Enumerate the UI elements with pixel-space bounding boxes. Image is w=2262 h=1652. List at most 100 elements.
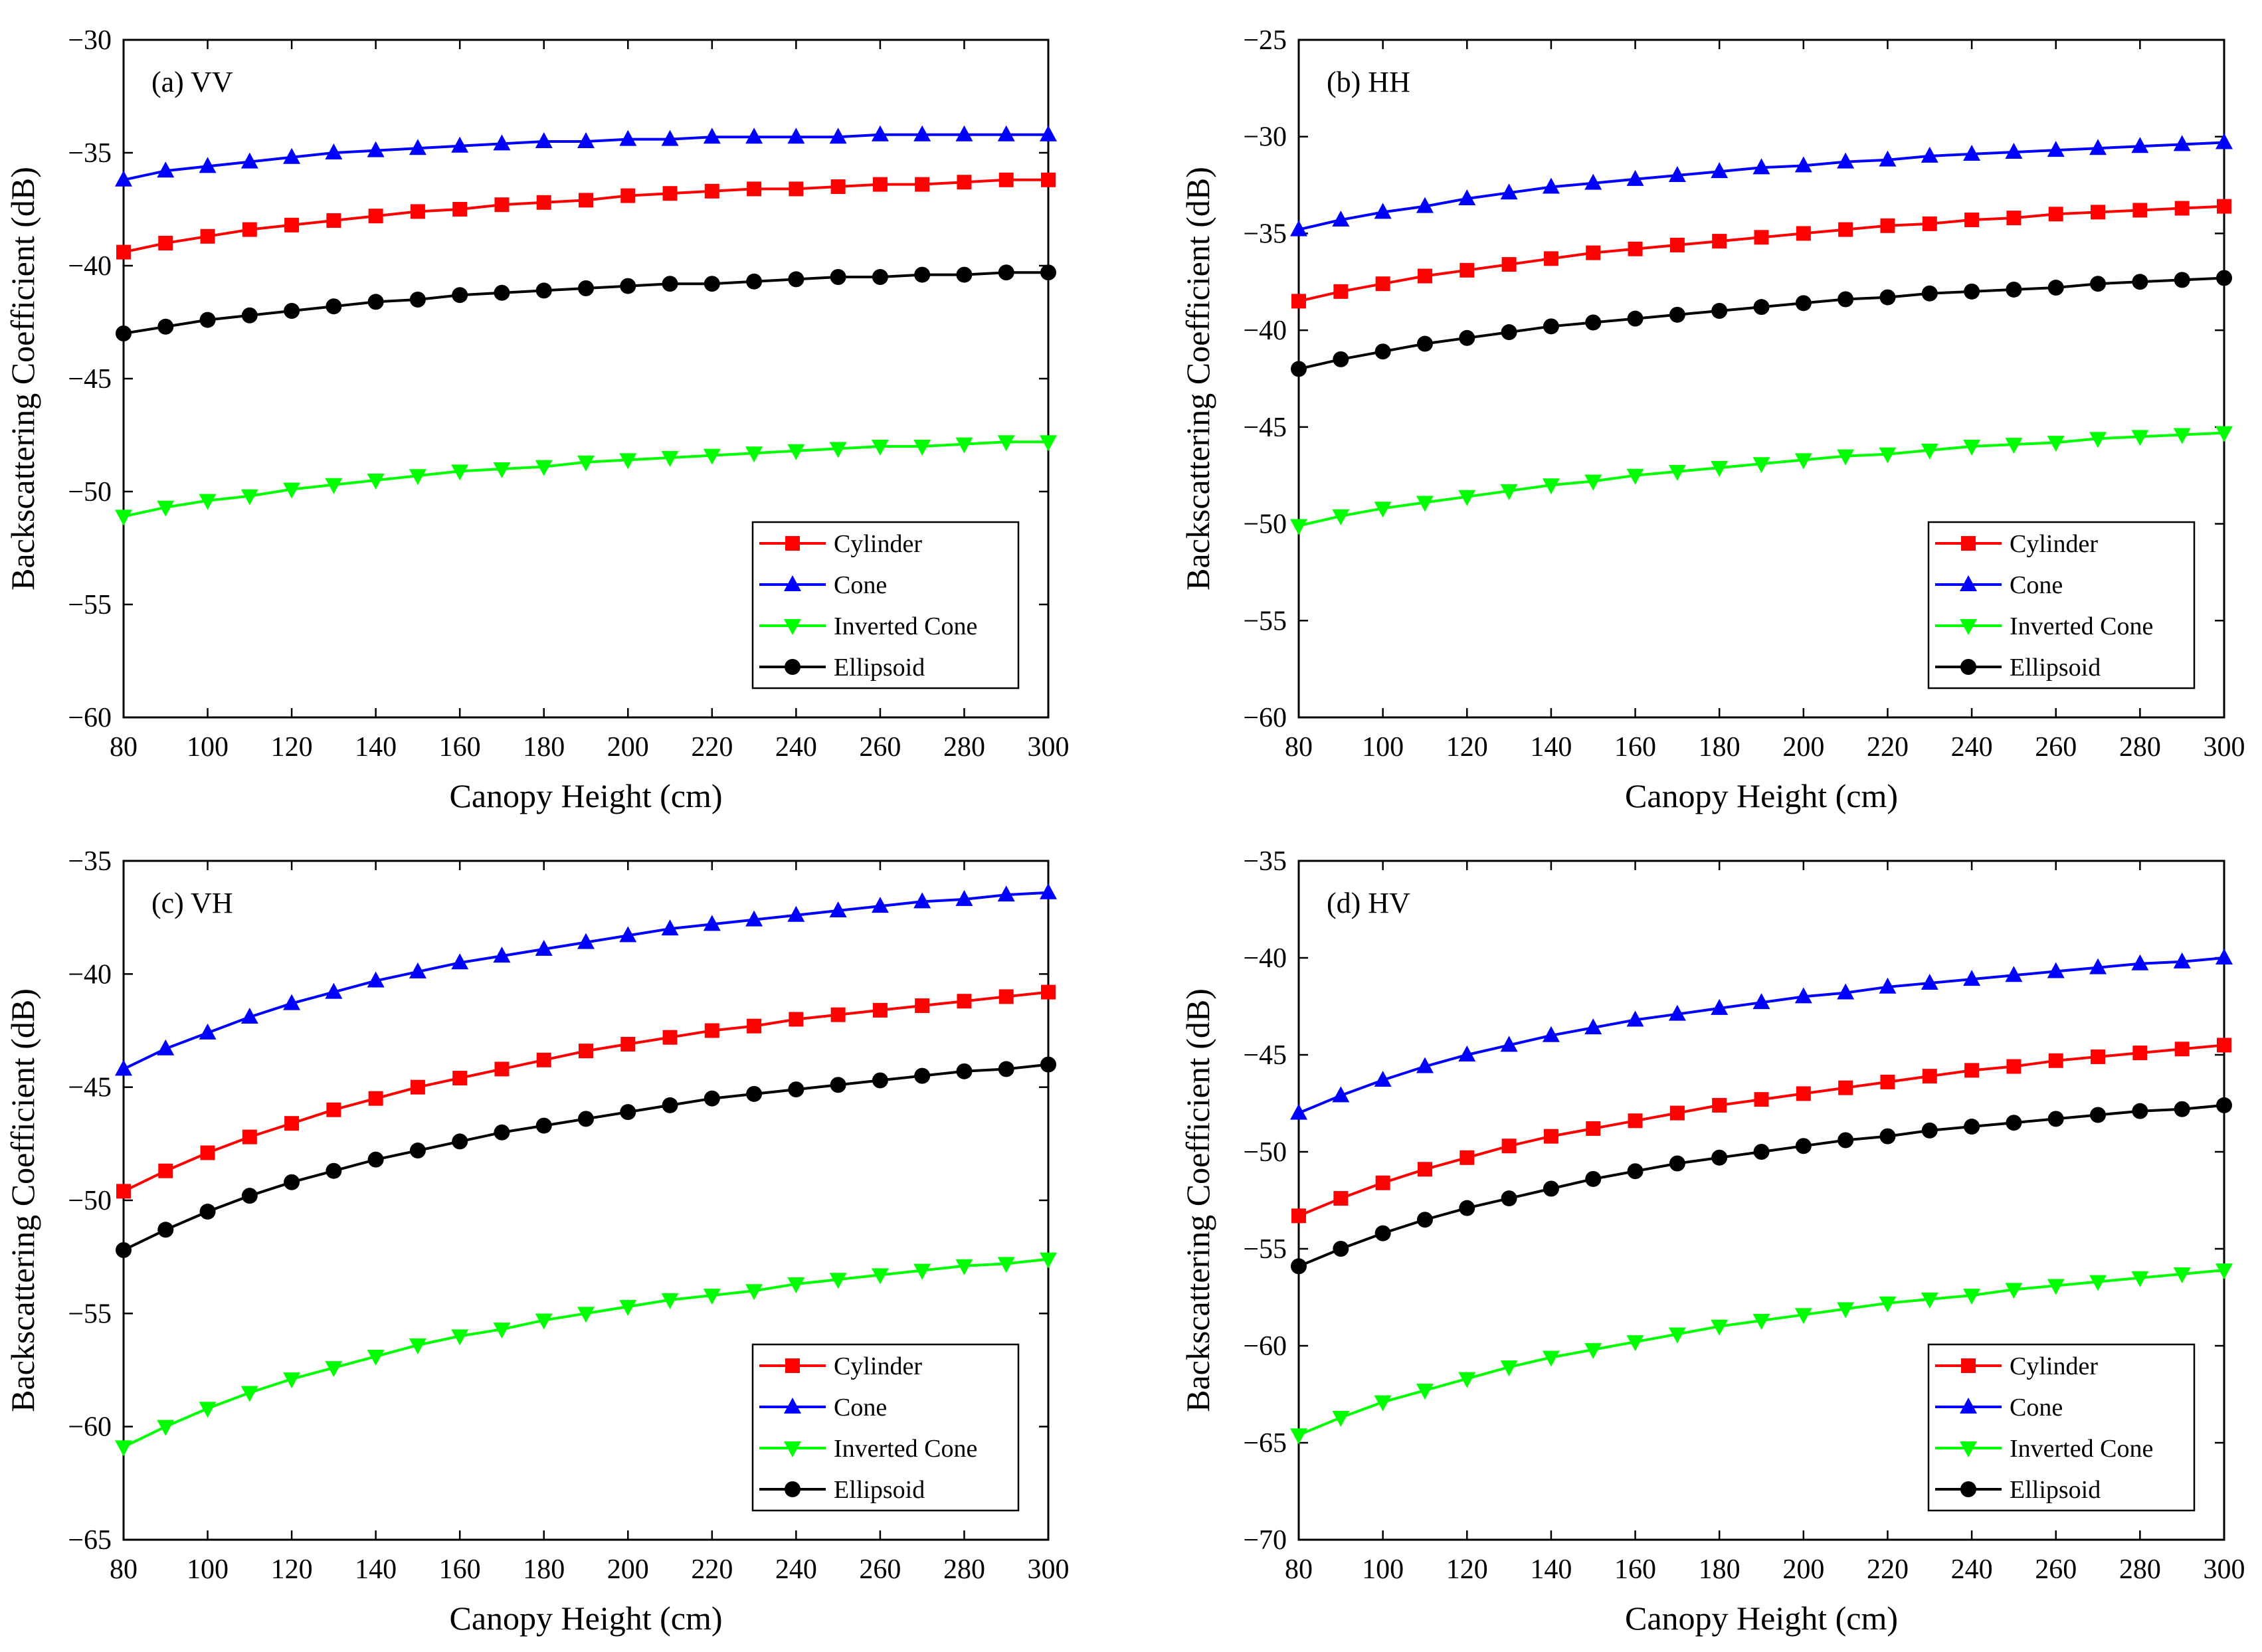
y-tick-label: −35 bbox=[1243, 219, 1287, 249]
y-tick-label: −60 bbox=[1243, 703, 1287, 733]
x-tick-label: 80 bbox=[110, 1554, 138, 1585]
data-point-cone bbox=[493, 134, 511, 151]
data-point-cone bbox=[2005, 143, 2023, 159]
data-point-cone bbox=[1416, 197, 1434, 213]
data-point-cylinder bbox=[957, 175, 972, 190]
data-point-cylinder bbox=[452, 1071, 468, 1086]
data-point-cylinder bbox=[1333, 1191, 1349, 1206]
data-point-cone bbox=[1040, 125, 1057, 141]
data-point-ellipsoid bbox=[2090, 276, 2107, 292]
data-point-cone bbox=[1921, 973, 1938, 990]
data-point-ellipsoid bbox=[1795, 295, 1812, 312]
series-cylinder bbox=[116, 172, 1056, 260]
data-point-cylinder bbox=[789, 1012, 804, 1027]
data-point-ellipsoid bbox=[1501, 324, 1517, 341]
data-point-cone bbox=[1752, 993, 1770, 1010]
x-tick-label: 100 bbox=[187, 1554, 229, 1585]
series-line-ellipsoid bbox=[1298, 1103, 2225, 1268]
data-point-inverted-cone bbox=[1500, 484, 1518, 501]
data-point-cone bbox=[2173, 135, 2191, 151]
x-tick-label: 120 bbox=[1446, 1554, 1488, 1585]
data-point-cone bbox=[1711, 998, 1729, 1015]
y-tick-label: −45 bbox=[1243, 1040, 1287, 1071]
data-point-inverted-cone bbox=[493, 462, 511, 478]
data-point-cone bbox=[1542, 177, 1560, 194]
data-point-inverted-cone bbox=[577, 455, 595, 472]
y-tick-label: −35 bbox=[1243, 846, 1287, 877]
x-tick-label: 180 bbox=[523, 1554, 565, 1585]
series-cone bbox=[115, 125, 1057, 187]
data-point-ellipsoid bbox=[1711, 1149, 1728, 1166]
data-point-ellipsoid bbox=[1416, 335, 1433, 352]
data-point-cone bbox=[240, 1008, 258, 1024]
data-point-cylinder bbox=[410, 1079, 425, 1095]
data-point-cone bbox=[1542, 1026, 1560, 1042]
data-point-inverted-cone bbox=[703, 1289, 721, 1305]
data-point-inverted-cone bbox=[283, 482, 301, 499]
x-tick-label: 200 bbox=[1782, 1554, 1824, 1585]
legend-marker-cylinder bbox=[785, 1358, 800, 1373]
series-cylinder bbox=[1291, 199, 2231, 309]
data-point-cone bbox=[1500, 1036, 1518, 1052]
data-point-ellipsoid bbox=[2047, 1111, 2064, 1127]
data-point-cylinder bbox=[1754, 1092, 1769, 1107]
data-point-ellipsoid bbox=[998, 264, 1014, 281]
data-point-ellipsoid bbox=[494, 1124, 510, 1141]
x-tick-label: 280 bbox=[2119, 1554, 2161, 1585]
data-point-ellipsoid bbox=[1964, 283, 1980, 300]
data-point-cylinder bbox=[872, 177, 888, 192]
x-tick-label: 140 bbox=[355, 1554, 397, 1585]
x-axis-title: Canopy Height (cm) bbox=[1625, 777, 1898, 814]
data-point-ellipsoid bbox=[241, 1188, 258, 1204]
data-point-inverted-cone bbox=[1711, 1319, 1729, 1336]
series-line-inverted-cone bbox=[123, 440, 1048, 518]
x-tick-label: 280 bbox=[2119, 732, 2161, 763]
data-point-ellipsoid bbox=[620, 278, 636, 294]
data-point-cone bbox=[2215, 949, 2233, 964]
x-tick-label: 280 bbox=[943, 732, 985, 763]
data-point-cone bbox=[1794, 156, 1812, 173]
data-point-cylinder bbox=[1796, 1086, 1811, 1101]
x-tick-label: 140 bbox=[1530, 732, 1572, 763]
data-point-cylinder bbox=[1922, 216, 1937, 231]
series-cone bbox=[1290, 133, 2233, 236]
data-point-cylinder bbox=[1712, 1097, 1727, 1113]
y-tick-label: −30 bbox=[68, 25, 112, 56]
data-point-cylinder bbox=[1543, 1129, 1558, 1144]
data-point-ellipsoid bbox=[2047, 280, 2064, 296]
legend-label: Cylinder bbox=[834, 1352, 922, 1380]
series-line-cone bbox=[123, 891, 1049, 1071]
data-point-ellipsoid bbox=[956, 266, 973, 283]
data-point-inverted-cone bbox=[451, 464, 469, 481]
data-point-ellipsoid bbox=[452, 287, 468, 304]
data-point-ellipsoid bbox=[1838, 1132, 1854, 1148]
data-point-inverted-cone bbox=[1584, 1342, 1602, 1359]
data-point-ellipsoid bbox=[1333, 351, 1349, 367]
y-tick-label: −45 bbox=[1243, 413, 1287, 443]
panel-label: (b) HH bbox=[1327, 66, 1410, 98]
data-point-ellipsoid bbox=[199, 312, 216, 328]
data-point-cylinder bbox=[620, 1036, 636, 1052]
legend-label: Cone bbox=[834, 571, 887, 599]
data-point-cylinder bbox=[915, 177, 930, 192]
data-point-cylinder bbox=[998, 989, 1014, 1004]
legend-label: Cylinder bbox=[2010, 1352, 2098, 1380]
data-point-inverted-cone bbox=[283, 1372, 301, 1389]
data-point-cone bbox=[409, 139, 426, 155]
data-point-cylinder bbox=[1041, 172, 1056, 187]
data-point-inverted-cone bbox=[2131, 1271, 2149, 1287]
data-point-cylinder bbox=[2048, 1053, 2063, 1068]
data-point-inverted-cone bbox=[1458, 1372, 1476, 1388]
data-point-ellipsoid bbox=[2174, 272, 2190, 288]
legend-item-inverted-cone: Inverted Cone bbox=[1935, 612, 2153, 640]
x-axis-title: Canopy Height (cm) bbox=[1625, 1600, 1898, 1637]
x-tick-label: 220 bbox=[691, 1554, 733, 1585]
data-point-inverted-cone bbox=[1374, 502, 1392, 518]
data-point-cylinder bbox=[998, 172, 1014, 187]
series-line-cylinder bbox=[1298, 1044, 2225, 1218]
data-point-ellipsoid bbox=[830, 1077, 846, 1093]
data-point-cone bbox=[409, 962, 426, 978]
data-point-cone bbox=[1584, 173, 1602, 190]
data-point-inverted-cone bbox=[1837, 449, 1855, 466]
data-point-cylinder bbox=[2006, 1059, 2022, 1074]
